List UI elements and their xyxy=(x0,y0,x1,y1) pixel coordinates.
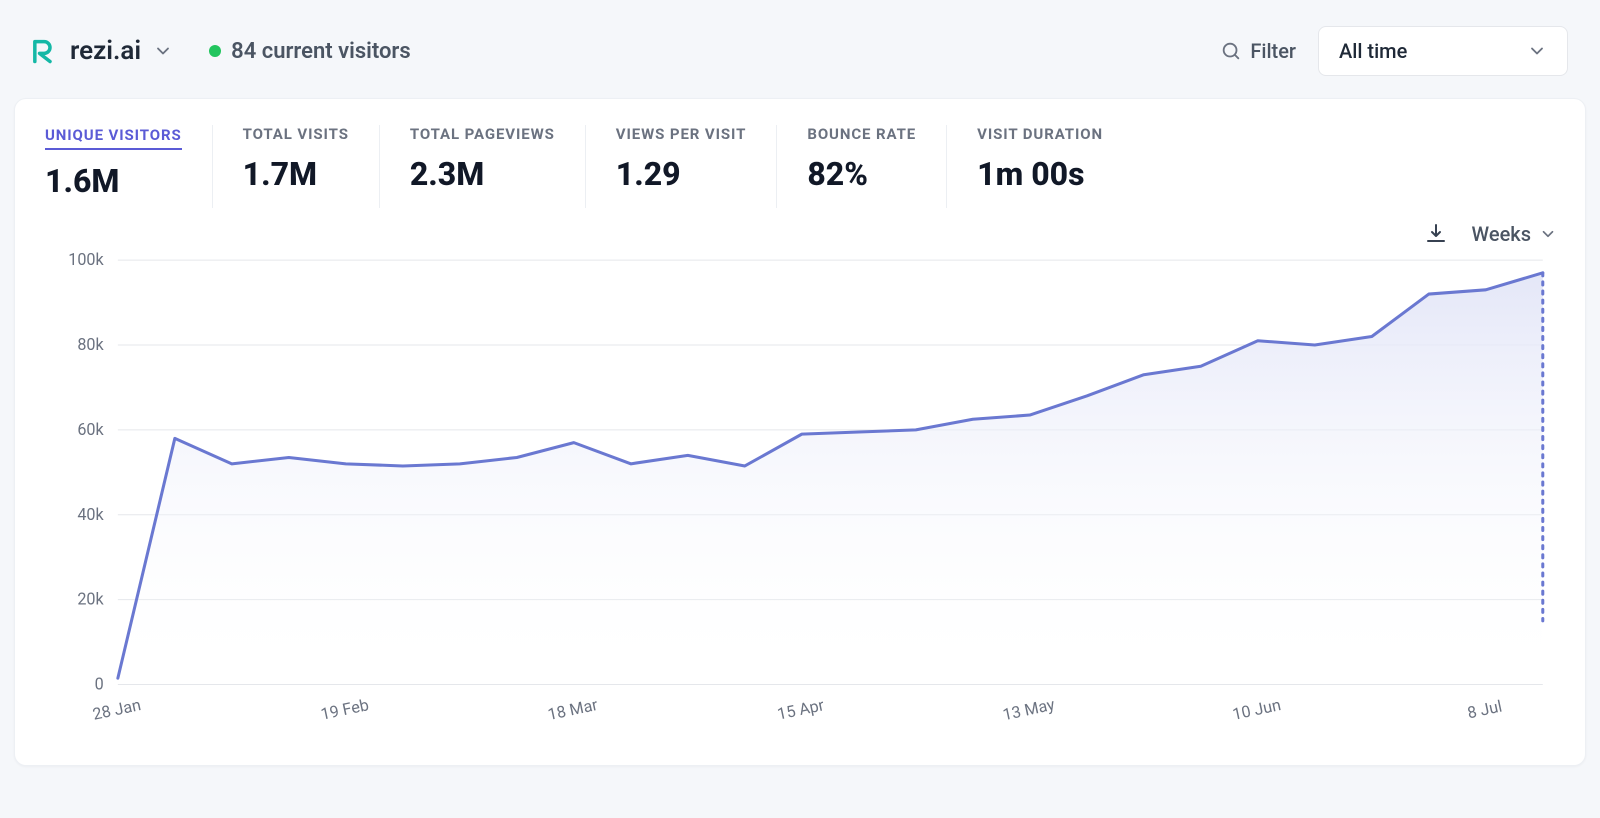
download-button[interactable] xyxy=(1424,222,1448,246)
svg-text:15 Apr: 15 Apr xyxy=(776,695,827,724)
metric-bounce_rate[interactable]: BOUNCE RATE 82% xyxy=(777,125,947,208)
metric-label: BOUNCE RATE xyxy=(807,125,916,143)
metric-total_pageviews[interactable]: TOTAL PAGEVIEWS 2.3M xyxy=(380,125,586,208)
svg-text:40k: 40k xyxy=(77,505,104,524)
date-range-value: All time xyxy=(1339,39,1407,63)
metric-value: 2.3M xyxy=(410,155,555,193)
metric-label: UNIQUE VISITORS xyxy=(45,126,182,150)
site-name: rezi.ai xyxy=(70,36,141,66)
current-visitors[interactable]: 84 current visitors xyxy=(209,39,411,64)
site-selector[interactable]: rezi.ai xyxy=(28,36,173,66)
search-icon xyxy=(1220,40,1242,62)
metric-value: 1.6M xyxy=(45,162,182,200)
current-visitors-count: 84 xyxy=(231,39,256,64)
metrics-row: UNIQUE VISITORS1.6MTOTAL VISITS1.7MTOTAL… xyxy=(37,125,1563,208)
metric-value: 1m 00s xyxy=(977,155,1103,193)
chart-toolbar: Weeks xyxy=(37,208,1563,246)
stats-card: UNIQUE VISITORS1.6MTOTAL VISITS1.7MTOTAL… xyxy=(14,98,1586,766)
svg-text:60k: 60k xyxy=(77,420,104,439)
chevron-down-icon xyxy=(153,41,173,61)
filter-button[interactable]: Filter xyxy=(1220,39,1296,63)
svg-text:80k: 80k xyxy=(77,335,104,354)
live-dot-icon xyxy=(209,45,221,57)
svg-text:0: 0 xyxy=(95,675,104,694)
svg-text:28 Jan: 28 Jan xyxy=(91,695,143,724)
svg-text:18 Mar: 18 Mar xyxy=(546,695,600,724)
site-logo-icon xyxy=(28,36,58,66)
svg-text:19 Feb: 19 Feb xyxy=(319,695,370,724)
topbar-right: Filter All time xyxy=(1220,26,1568,76)
topbar: rezi.ai 84 current visitors Filter All t… xyxy=(14,14,1586,98)
metric-label: VIEWS PER VISIT xyxy=(616,125,747,143)
metric-views_per_visit[interactable]: VIEWS PER VISIT 1.29 xyxy=(586,125,778,208)
metric-value: 1.7M xyxy=(243,155,349,193)
svg-text:100k: 100k xyxy=(68,250,104,269)
filter-label: Filter xyxy=(1250,39,1296,63)
interval-select[interactable]: Weeks xyxy=(1472,222,1557,246)
interval-label: Weeks xyxy=(1472,222,1531,246)
current-visitors-text: 84 current visitors xyxy=(231,39,411,64)
metric-unique_visitors[interactable]: UNIQUE VISITORS 1.6M xyxy=(37,125,213,208)
metric-value: 1.29 xyxy=(616,155,747,193)
metric-value: 82% xyxy=(807,155,916,193)
topbar-left: rezi.ai 84 current visitors xyxy=(28,36,411,66)
metric-visit_duration[interactable]: VISIT DURATION 1m 00s xyxy=(947,125,1133,208)
download-icon xyxy=(1424,222,1448,246)
metric-label: TOTAL PAGEVIEWS xyxy=(410,125,555,143)
svg-text:13 May: 13 May xyxy=(1001,695,1057,725)
chevron-down-icon xyxy=(1527,41,1547,61)
date-range-select[interactable]: All time xyxy=(1318,26,1568,76)
metric-total_visits[interactable]: TOTAL VISITS 1.7M xyxy=(213,125,380,208)
metric-label: VISIT DURATION xyxy=(977,125,1103,143)
svg-text:10 Jun: 10 Jun xyxy=(1231,695,1283,724)
svg-text:8 Jul: 8 Jul xyxy=(1466,697,1504,723)
chart: 0 20k 40k 60k 80k 100k 28 Jan 19 Feb 18 Mar 15 Ap… xyxy=(37,250,1563,755)
current-visitors-suffix: current visitors xyxy=(262,39,411,64)
chevron-down-icon xyxy=(1539,225,1557,243)
svg-text:20k: 20k xyxy=(77,590,104,609)
chart-svg: 0 20k 40k 60k 80k 100k 28 Jan 19 Feb 18 Mar 15 Ap… xyxy=(37,250,1563,755)
metric-label: TOTAL VISITS xyxy=(243,125,349,143)
